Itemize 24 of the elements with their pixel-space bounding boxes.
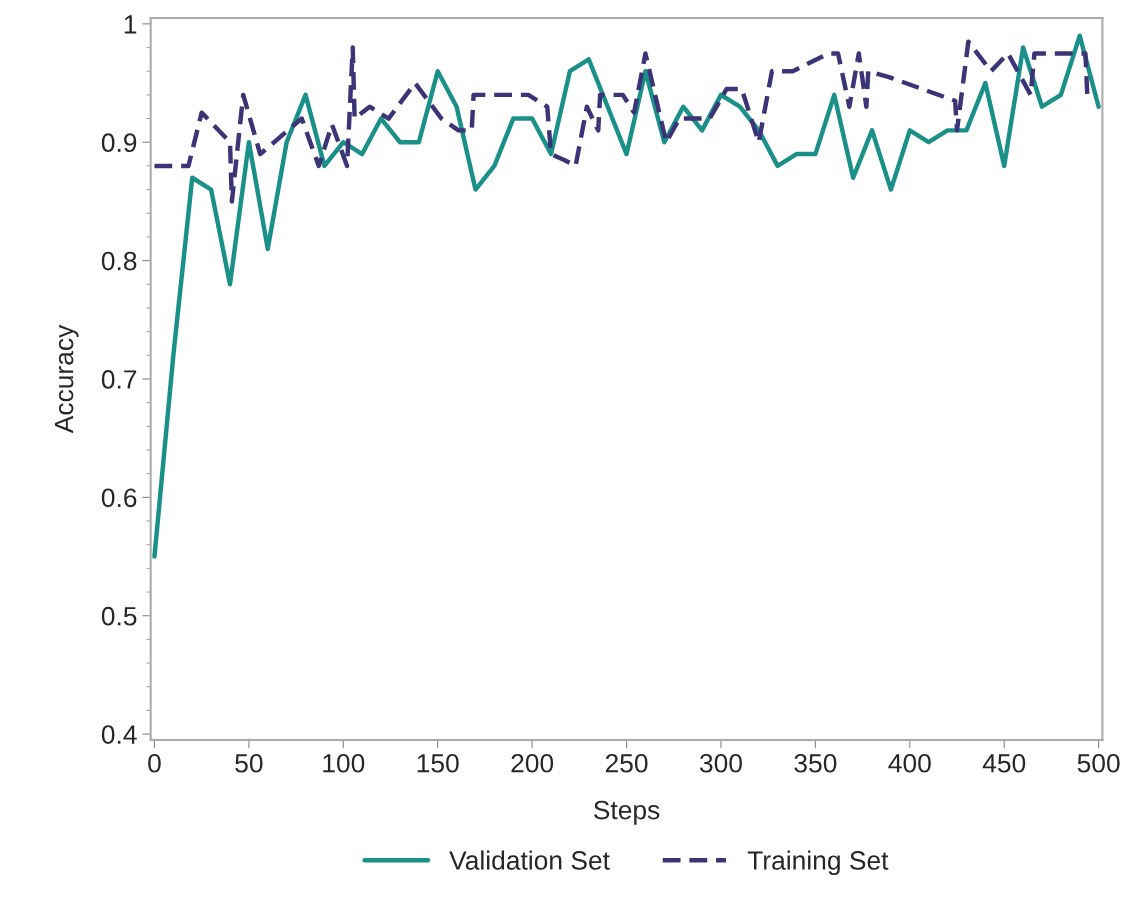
x-tick-label: 350 [794,753,837,773]
x-tick-label: 450 [982,753,1026,773]
x-tick-label: 400 [888,753,931,773]
line-series [152,33,1101,559]
y-tick-label: 0.4 [101,725,137,744]
y-tick-label: 1 [124,15,137,34]
x-tick-label: 200 [511,753,554,773]
x-tick-label: 300 [699,753,742,773]
y-tick-label: 0.8 [101,251,137,271]
y-tick-label: 0.7 [101,370,137,389]
x-tick-label: 0 [148,753,161,773]
y-tick-label: 0.5 [101,606,137,626]
x-tick-label: 50 [235,753,263,773]
y-tick-label: 0.6 [101,488,137,508]
legend-label: Validation Set [449,850,610,870]
line-series [152,39,1090,204]
y-tick-label: 0.9 [101,133,137,153]
legend-label: Training Set [747,850,889,876]
x-tick-label: 100 [323,753,365,773]
x-tick-label: 150 [417,753,459,773]
x-tick-label: 250 [605,753,648,773]
x-tick-label: 500 [1077,753,1120,773]
y-axis-title: Accuracy [54,324,79,434]
x-axis-title: Steps [594,800,660,825]
